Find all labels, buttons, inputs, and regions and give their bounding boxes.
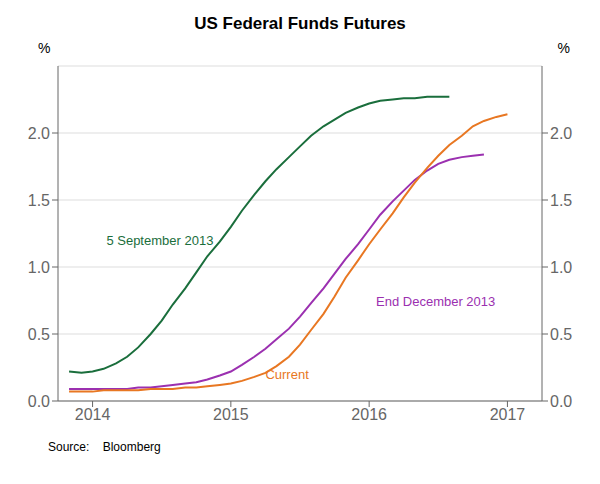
svg-text:1.0: 1.0 (550, 259, 572, 276)
svg-text:1.5: 1.5 (28, 192, 50, 209)
svg-text:1.0: 1.0 (28, 259, 50, 276)
svg-text:0.0: 0.0 (550, 393, 572, 410)
svg-text:2016: 2016 (351, 406, 387, 423)
svg-text:0.5: 0.5 (550, 326, 572, 343)
svg-text:0.5: 0.5 (28, 326, 50, 343)
svg-text:1.5: 1.5 (550, 192, 572, 209)
svg-text:2017: 2017 (490, 406, 526, 423)
svg-text:Current: Current (265, 367, 309, 382)
html-text:US Federal Funds Futures: US Federal Funds Futures (194, 14, 406, 33)
svg-text:0.0: 0.0 (28, 393, 50, 410)
svg-text:5 September 2013: 5 September 2013 (106, 233, 213, 248)
html-text:Source: Bloomberg: Source: Bloomberg (48, 440, 161, 454)
svg-text:2014: 2014 (75, 406, 111, 423)
svg-text:2.0: 2.0 (550, 125, 572, 142)
svg-text:End December 2013: End December 2013 (376, 294, 495, 309)
svg-text:2015: 2015 (213, 406, 249, 423)
svg-text:2.0: 2.0 (28, 125, 50, 142)
